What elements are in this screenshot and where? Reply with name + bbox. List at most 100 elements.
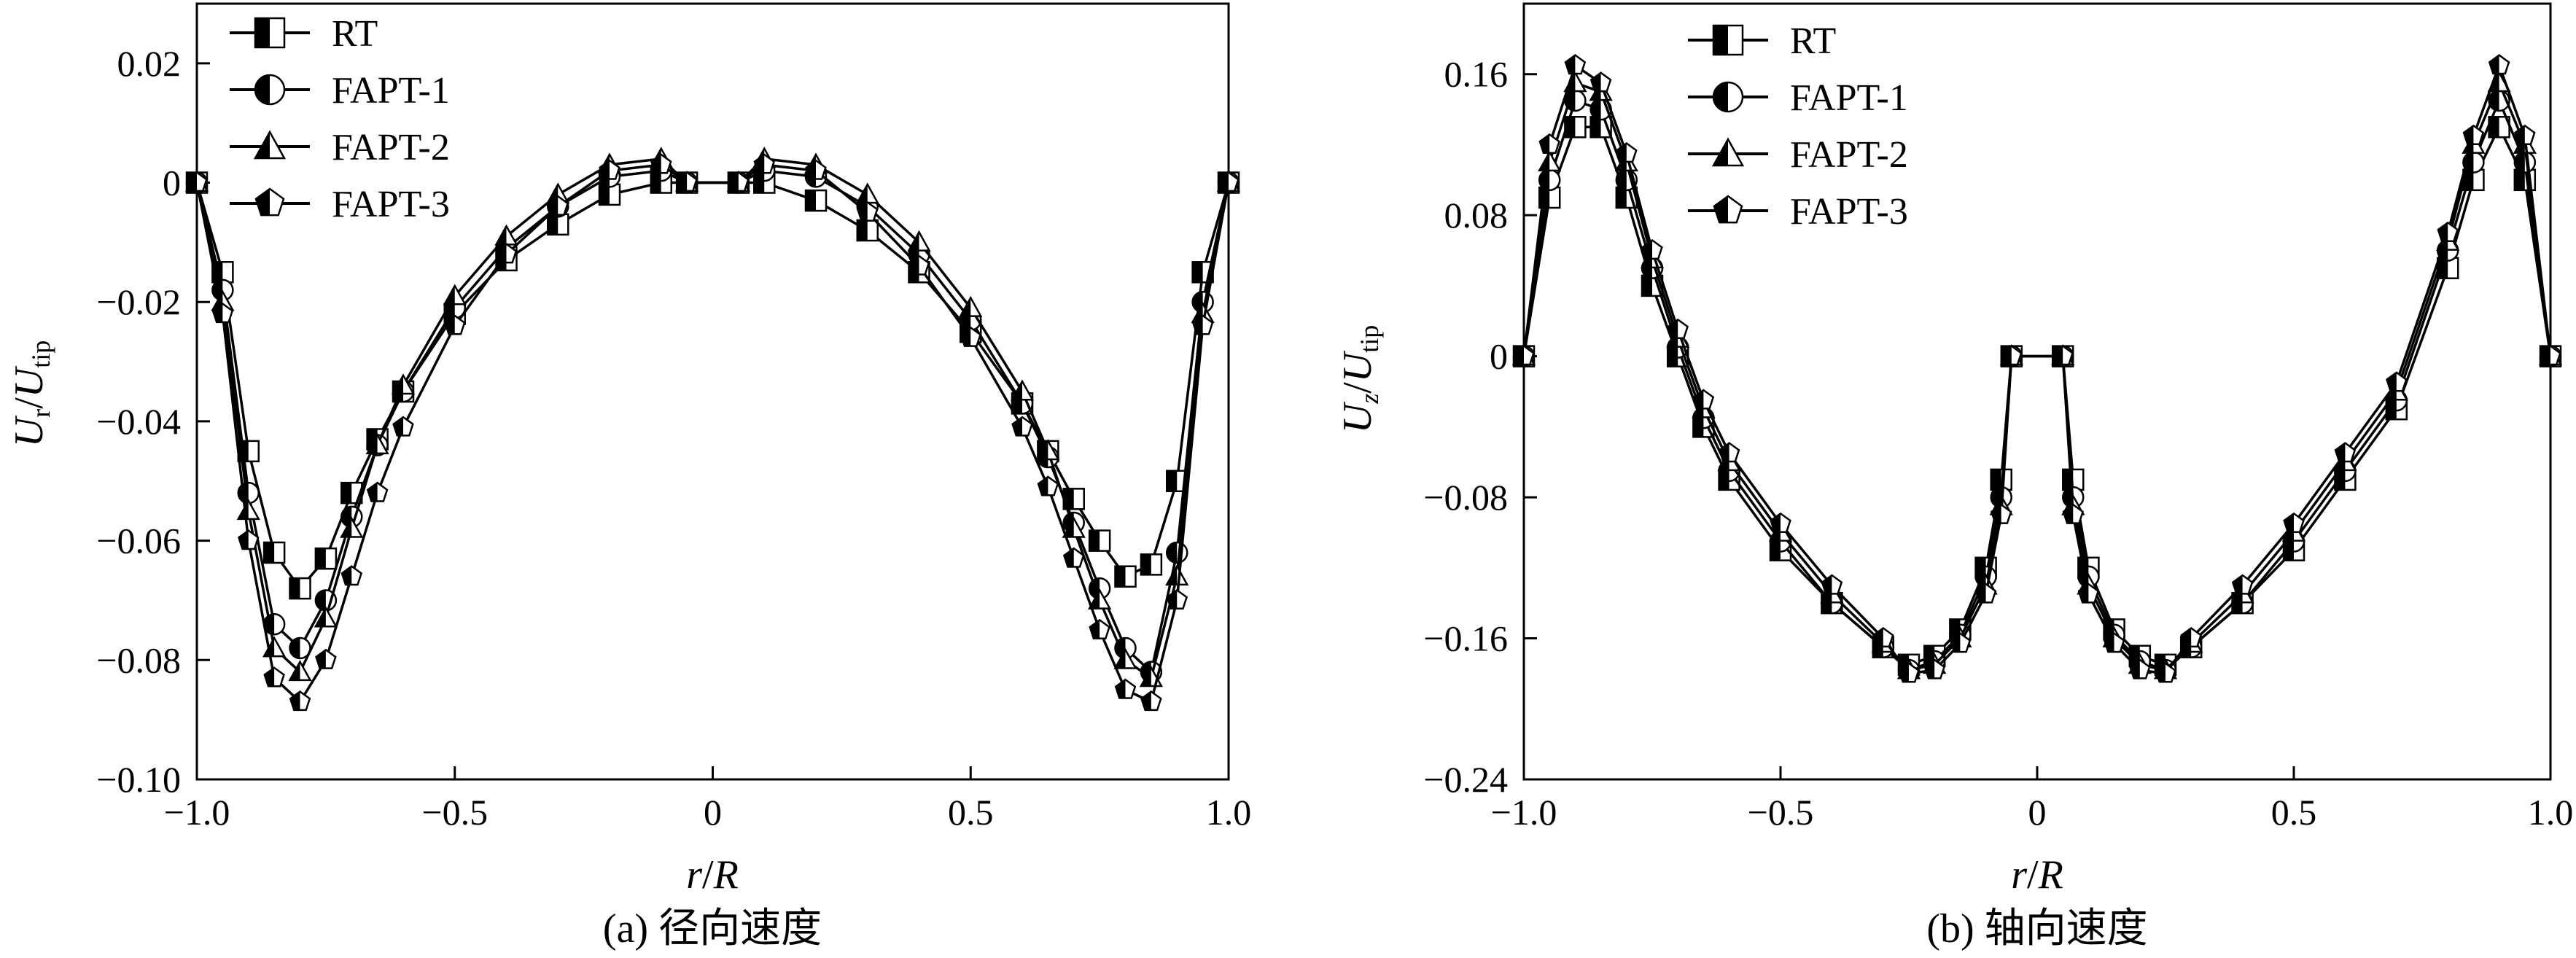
x-tick-label: 0.5 bbox=[2271, 792, 2317, 833]
legend-marker bbox=[1711, 137, 1745, 167]
legend-label: FAPT-2 bbox=[332, 127, 450, 168]
data-point bbox=[1062, 516, 1086, 538]
series-line bbox=[1522, 61, 2552, 675]
data-point bbox=[1088, 529, 1111, 552]
legend-item: FAPT-3 bbox=[230, 184, 450, 225]
caption-a: (a) 径向速度 bbox=[603, 906, 822, 951]
data-point bbox=[676, 171, 698, 192]
data-point bbox=[1898, 662, 1920, 683]
data-point bbox=[1037, 475, 1059, 496]
data-point bbox=[1166, 588, 1188, 610]
legend-label: FAPT-3 bbox=[332, 184, 450, 225]
data-point bbox=[1667, 318, 1689, 339]
data-point bbox=[599, 159, 620, 180]
legend-item: FAPT-1 bbox=[1688, 77, 1908, 119]
data-point bbox=[288, 660, 312, 682]
data-point bbox=[2462, 124, 2485, 145]
data-point bbox=[1990, 468, 2012, 491]
data-point bbox=[2540, 345, 2561, 366]
legend-a: RT FAPT-1 FAPT-2 FAPT-3 bbox=[230, 13, 450, 225]
data-point bbox=[314, 606, 338, 628]
y-tick-label: −0.08 bbox=[96, 639, 181, 680]
data-point bbox=[289, 577, 311, 600]
data-point bbox=[1538, 168, 1561, 192]
data-point bbox=[2180, 627, 2202, 648]
x-tick-label: 0 bbox=[704, 792, 722, 833]
data-point bbox=[1218, 171, 1240, 192]
data-point bbox=[1114, 565, 1137, 588]
data-point bbox=[443, 314, 466, 335]
data-point bbox=[1113, 647, 1137, 669]
data-point bbox=[907, 230, 931, 252]
data-point bbox=[1641, 239, 1663, 260]
data-point bbox=[2103, 632, 2125, 653]
data-point bbox=[1923, 658, 1945, 679]
data-point bbox=[1974, 583, 1997, 604]
y-tick-label: 0.16 bbox=[1444, 54, 1509, 95]
data-point bbox=[2001, 345, 2023, 366]
series-fapt-3 bbox=[1513, 54, 2561, 683]
data-point bbox=[237, 529, 260, 550]
data-point bbox=[753, 153, 776, 174]
legend-label: FAPT-2 bbox=[1790, 134, 1908, 176]
data-point bbox=[1872, 627, 1894, 648]
data-point bbox=[289, 690, 311, 712]
data-point bbox=[1140, 690, 1162, 712]
data-point bbox=[1564, 54, 1587, 75]
x-tick-label: −1.0 bbox=[164, 792, 230, 833]
y-tick-label: 0 bbox=[1490, 336, 1508, 377]
legend-marker bbox=[1712, 24, 1744, 56]
legend-label: RT bbox=[332, 13, 378, 55]
data-point bbox=[1513, 345, 1535, 366]
data-point bbox=[1166, 541, 1188, 564]
legend-marker bbox=[254, 187, 285, 217]
data-point bbox=[805, 159, 827, 180]
data-point bbox=[1692, 389, 1715, 410]
data-point bbox=[1165, 564, 1189, 586]
data-point bbox=[1089, 618, 1110, 639]
legend-marker bbox=[254, 17, 286, 49]
data-point bbox=[1538, 133, 1560, 155]
legend-label: FAPT-3 bbox=[1790, 191, 1908, 233]
data-point bbox=[340, 516, 364, 538]
data-point bbox=[1088, 588, 1112, 610]
x-tick-label: −1.0 bbox=[1491, 792, 1557, 833]
y-tick-label: −0.16 bbox=[1423, 618, 1508, 659]
x-tick-label: 1.0 bbox=[2528, 792, 2574, 833]
legend-item: FAPT-1 bbox=[230, 70, 450, 112]
data-point bbox=[2386, 371, 2408, 392]
data-point bbox=[728, 171, 750, 192]
data-point bbox=[443, 284, 467, 305]
legend-marker bbox=[1713, 195, 1743, 224]
data-point bbox=[1990, 503, 2012, 524]
caption-b: (b) 轴向速度 bbox=[1926, 906, 2147, 951]
y-tick-label: −0.10 bbox=[96, 759, 181, 800]
data-point bbox=[2283, 512, 2305, 533]
data-point bbox=[2077, 583, 2100, 604]
data-point bbox=[2155, 662, 2176, 683]
series-fapt-3 bbox=[186, 153, 1240, 712]
data-point bbox=[856, 219, 879, 242]
data-point bbox=[1770, 512, 1791, 533]
legend-item: FAPT-2 bbox=[1688, 134, 1908, 176]
data-point bbox=[1616, 142, 1638, 163]
data-point bbox=[391, 373, 416, 395]
y-tick-label: 0.02 bbox=[117, 43, 182, 84]
y-tick-label: 0 bbox=[163, 163, 181, 203]
legend-label: RT bbox=[1790, 20, 1836, 62]
data-point bbox=[262, 612, 286, 636]
axes-b: −1.0 −0.5 0 0.5 1.0 0.16 0.08 0 −0.08 −0.16 −0.24 bbox=[1423, 54, 2573, 833]
data-point bbox=[2052, 345, 2074, 366]
xlabel-b: r/R bbox=[2011, 852, 2063, 897]
legend-label: FAPT-1 bbox=[1790, 77, 1908, 119]
data-point bbox=[1036, 439, 1060, 461]
data-point bbox=[2488, 54, 2510, 75]
data-point bbox=[1140, 553, 1163, 576]
data-point bbox=[314, 547, 338, 570]
data-point bbox=[495, 243, 518, 264]
x-tick-label: 0 bbox=[2028, 792, 2047, 833]
xlabel-a: r/R bbox=[686, 852, 739, 897]
legend-marker bbox=[254, 74, 286, 106]
y-tick-label: −0.24 bbox=[1423, 759, 1508, 800]
